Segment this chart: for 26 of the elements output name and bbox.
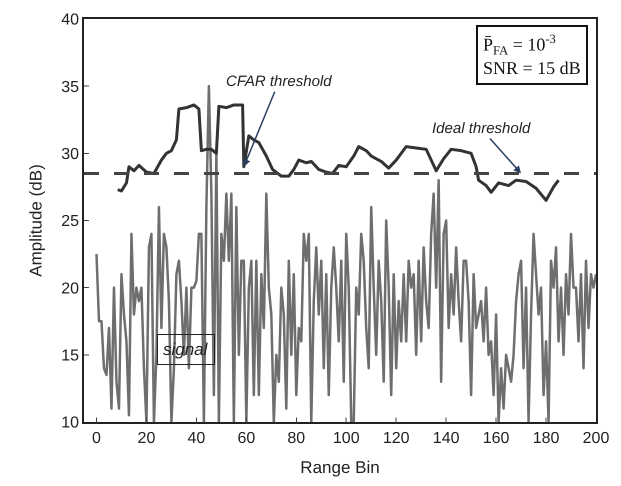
line-series [116, 103, 560, 202]
x-tick-label: 20 [138, 430, 156, 447]
annotation: P̄$_{FA}$ = 10$^{-3}$ [483, 32, 556, 58]
y-tick-label: 20 [61, 280, 80, 298]
x-tick-label: 0 [92, 430, 102, 447]
x-tick-label: 180 [532, 430, 560, 447]
y-tick-label: 15 [61, 347, 80, 364]
x-tick-label: 40 [187, 430, 206, 447]
x-axis-title: Range Bin [300, 458, 380, 477]
series-label: CFAR threshold [226, 73, 332, 90]
x-tick-label: 160 [482, 430, 510, 447]
y-axis-title: Amplitude (dB) [26, 164, 46, 277]
y-tick-label: 30 [61, 146, 80, 163]
y-tick-label: 35 [61, 78, 80, 96]
y-tick-label: 10 [61, 414, 80, 432]
line-series [95, 84, 596, 422]
x-tick-label: 80 [287, 430, 306, 447]
x-tick-label: 140 [432, 430, 460, 447]
y-tick-label: 25 [61, 213, 80, 230]
x-tick-label: 200 [582, 430, 610, 447]
x-tick-label: 100 [332, 430, 360, 447]
x-tick-label: 120 [382, 430, 410, 447]
x-tick-label: 60 [237, 430, 256, 447]
ref-line-label: Ideal threshold [432, 120, 532, 137]
y-tick-label: 40 [61, 12, 80, 29]
annotation: SNR = 15 dB [483, 58, 581, 78]
